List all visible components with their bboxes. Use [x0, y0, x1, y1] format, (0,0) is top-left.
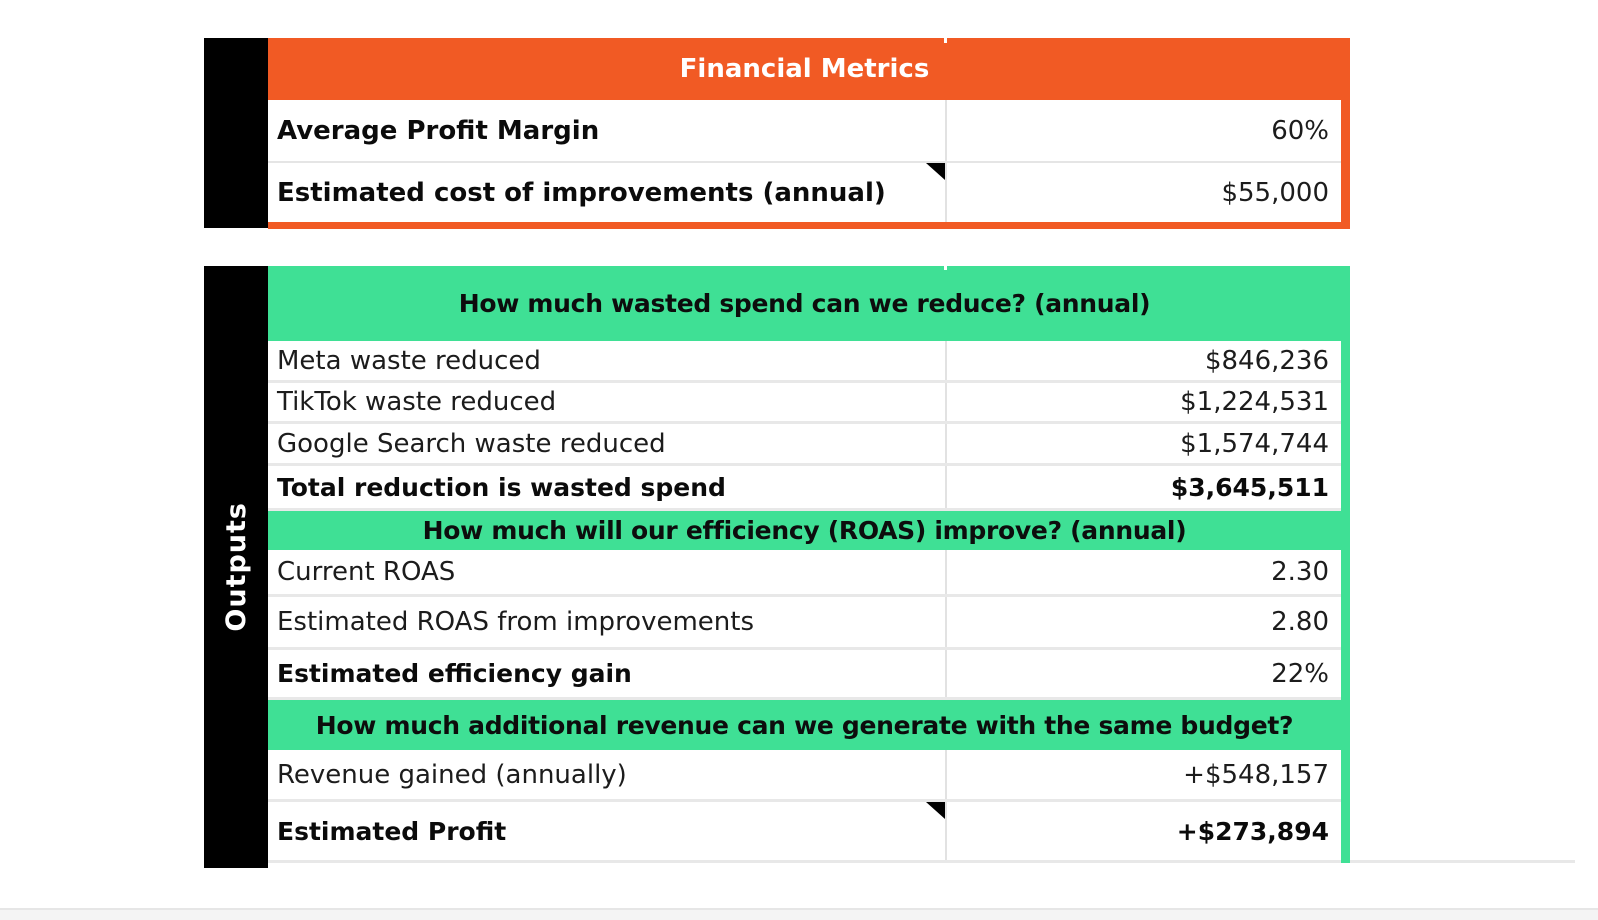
row-value[interactable]: +$548,157	[945, 750, 1341, 799]
row-value[interactable]: 2.30	[945, 550, 1341, 594]
table-row: Revenue gained (annually) +$548,157	[268, 750, 1341, 802]
table-row: Average Profit Margin 60%	[268, 100, 1341, 163]
section-header-efficiency[interactable]: How much will our efficiency (ROAS) impr…	[268, 511, 1341, 550]
outputs-sidebar-label: Outputs	[220, 502, 252, 632]
section-title: How much additional revenue can we gener…	[315, 710, 1294, 740]
financial-metrics-table: Financial Metrics Average Profit Margin …	[268, 38, 1350, 229]
table-row: Estimated ROAS from improvements 2.80	[268, 597, 1341, 650]
row-label[interactable]: Total reduction is wasted spend	[277, 472, 726, 502]
row-value[interactable]: $3,645,511	[945, 466, 1341, 508]
financial-metrics-header[interactable]: Financial Metrics	[268, 38, 1341, 100]
column-gridline-notch	[944, 38, 947, 43]
section-title: How much will our efficiency (ROAS) impr…	[422, 516, 1187, 545]
row-label[interactable]: Current ROAS	[277, 557, 456, 587]
table-row: TikTok waste reduced $1,224,531	[268, 383, 1341, 424]
row-label[interactable]: Revenue gained (annually)	[277, 759, 627, 790]
row-label[interactable]: Estimated efficiency gain	[277, 659, 632, 688]
row-value[interactable]: 60%	[945, 100, 1341, 161]
page-bottom-strip	[0, 908, 1598, 920]
table-row: Total reduction is wasted spend $3,645,5…	[268, 466, 1341, 511]
column-gridline-notch	[944, 266, 947, 270]
row-label[interactable]: Estimated Profit	[277, 816, 507, 846]
table-row: Current ROAS 2.30	[268, 550, 1341, 597]
section-header-wasted-spend[interactable]: How much wasted spend can we reduce? (an…	[268, 266, 1341, 341]
section-header-additional-revenue[interactable]: How much additional revenue can we gener…	[268, 700, 1341, 750]
row-label[interactable]: Google Search waste reduced	[277, 428, 666, 459]
table-row: Estimated Profit +$273,894	[268, 802, 1341, 863]
financial-metrics-title: Financial Metrics	[679, 54, 930, 84]
row-value[interactable]: 22%	[945, 650, 1341, 697]
row-label[interactable]: Meta waste reduced	[277, 345, 541, 376]
sheet-gridline	[1350, 860, 1575, 863]
row-value[interactable]: $55,000	[945, 163, 1341, 222]
table-row: Estimated efficiency gain 22%	[268, 650, 1341, 700]
row-value[interactable]: $1,224,531	[945, 383, 1341, 421]
row-label[interactable]: Estimated ROAS from improvements	[277, 607, 755, 637]
row-value[interactable]: $846,236	[945, 341, 1341, 380]
outputs-sidebar[interactable]: Outputs	[204, 266, 268, 868]
row-label[interactable]: Average Profit Margin	[277, 115, 600, 146]
table-row: Estimated cost of improvements (annual) …	[268, 163, 1341, 222]
row-value[interactable]: +$273,894	[945, 802, 1341, 860]
section-title: How much wasted spend can we reduce? (an…	[458, 289, 1151, 318]
row-value[interactable]: 2.80	[945, 597, 1341, 647]
row-label[interactable]: TikTok waste reduced	[277, 387, 557, 417]
table-row: Meta waste reduced $846,236	[268, 341, 1341, 383]
row-label[interactable]: Estimated cost of improvements (annual)	[277, 177, 886, 208]
row-value[interactable]: $1,574,744	[945, 424, 1341, 463]
outputs-table: How much wasted spend can we reduce? (an…	[268, 266, 1350, 863]
financial-metrics-sidebar[interactable]	[204, 38, 268, 228]
table-row: Google Search waste reduced $1,574,744	[268, 424, 1341, 466]
